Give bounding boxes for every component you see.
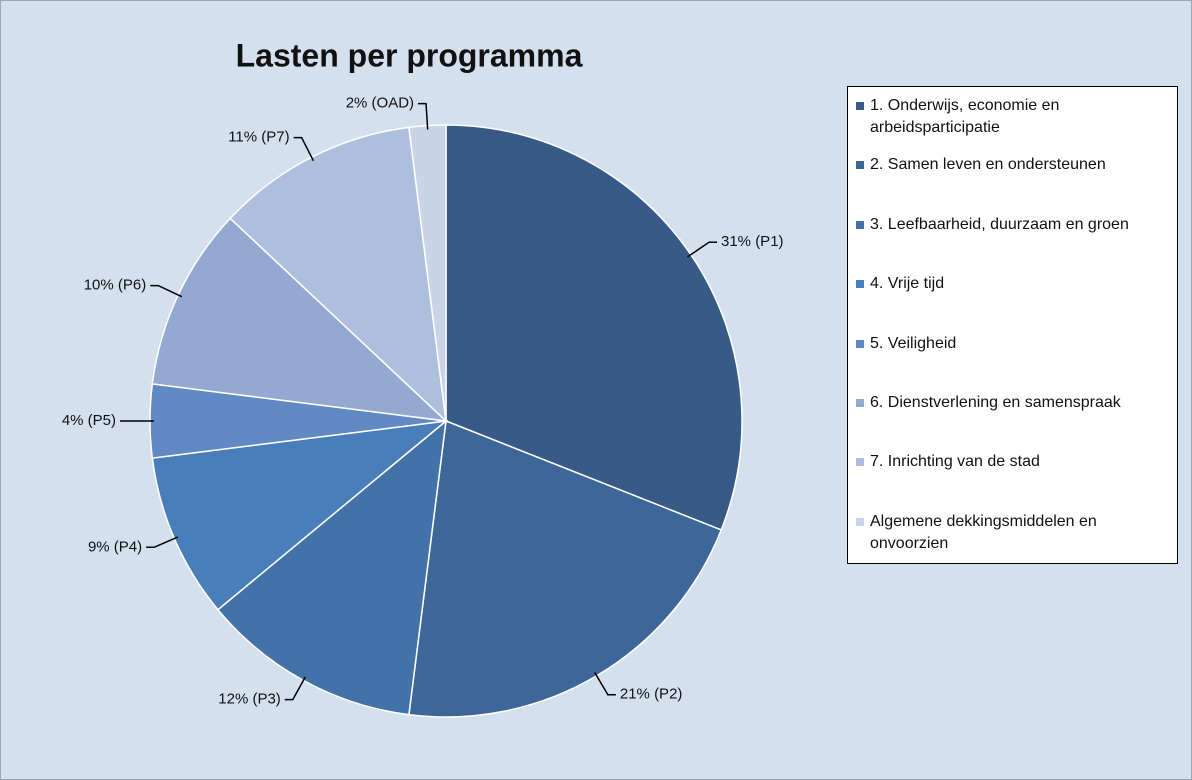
legend-swatch <box>856 458 864 467</box>
legend-label: 5. Veiligheid <box>870 334 957 352</box>
legend-label: 2. Samen leven en ondersteunen <box>870 156 1106 174</box>
legend-entry: Algemene dekkingsmiddelen en onvoorzien <box>856 511 1174 555</box>
leader-line <box>687 241 718 258</box>
leader-line <box>293 136 315 162</box>
legend-entry: 2. Samen leven en ondersteunen <box>856 154 1174 176</box>
leader-line <box>284 676 306 701</box>
legend-swatch <box>856 399 864 407</box>
legend-swatch <box>856 339 864 348</box>
legend: 1. Onderwijs, economie en arbeidspartici… <box>847 86 1178 564</box>
leader-line <box>150 284 183 298</box>
data-label: 12% (P3) <box>218 691 281 708</box>
legend-swatch <box>856 517 864 526</box>
legend-entry: 7. Inrichting van de stad <box>856 451 1174 473</box>
data-label: 4% (P5) <box>62 412 116 429</box>
legend-entry: 3. Leefbaarheid, duurzaam en groen <box>856 214 1174 236</box>
chart-title: Lasten per programma <box>236 37 583 73</box>
legend-entry: 1. Onderwijs, economie en arbeidspartici… <box>856 95 1174 139</box>
legend-entry: 5. Veiligheid <box>856 333 1174 355</box>
leader-line <box>593 671 616 696</box>
legend-label: Algemene dekkingsmiddelen en onvoorzien <box>870 512 1097 552</box>
legend-label: 3. Leefbaarheid, duurzaam en groen <box>870 215 1129 233</box>
data-label: 11% (P7) <box>228 129 289 146</box>
legend-label: 1. Onderwijs, economie en arbeidspartici… <box>870 97 1060 136</box>
legend-swatch <box>856 220 864 229</box>
data-label: 10% (P6) <box>84 277 147 294</box>
leader-line <box>146 536 179 549</box>
data-label: 9% (P4) <box>88 538 142 555</box>
legend-entry: 4. Vrije tijd <box>856 273 1174 295</box>
legend-label: 4. Vrije tijd <box>870 275 945 293</box>
legend-swatch <box>856 280 864 289</box>
legend-swatch <box>856 102 864 110</box>
data-label: 21% (P2) <box>620 686 683 703</box>
data-label: 31% (P1) <box>721 233 784 250</box>
legend-label: 7. Inrichting van de stad <box>870 453 1040 471</box>
data-label: 2% (OAD) <box>346 95 414 112</box>
legend-label: 6. Dienstverlening en samenspraak <box>870 394 1121 411</box>
leader-line <box>418 102 429 130</box>
legend-swatch <box>856 161 864 170</box>
legend-entry: 6. Dienstverlening en samenspraak <box>856 392 1174 414</box>
